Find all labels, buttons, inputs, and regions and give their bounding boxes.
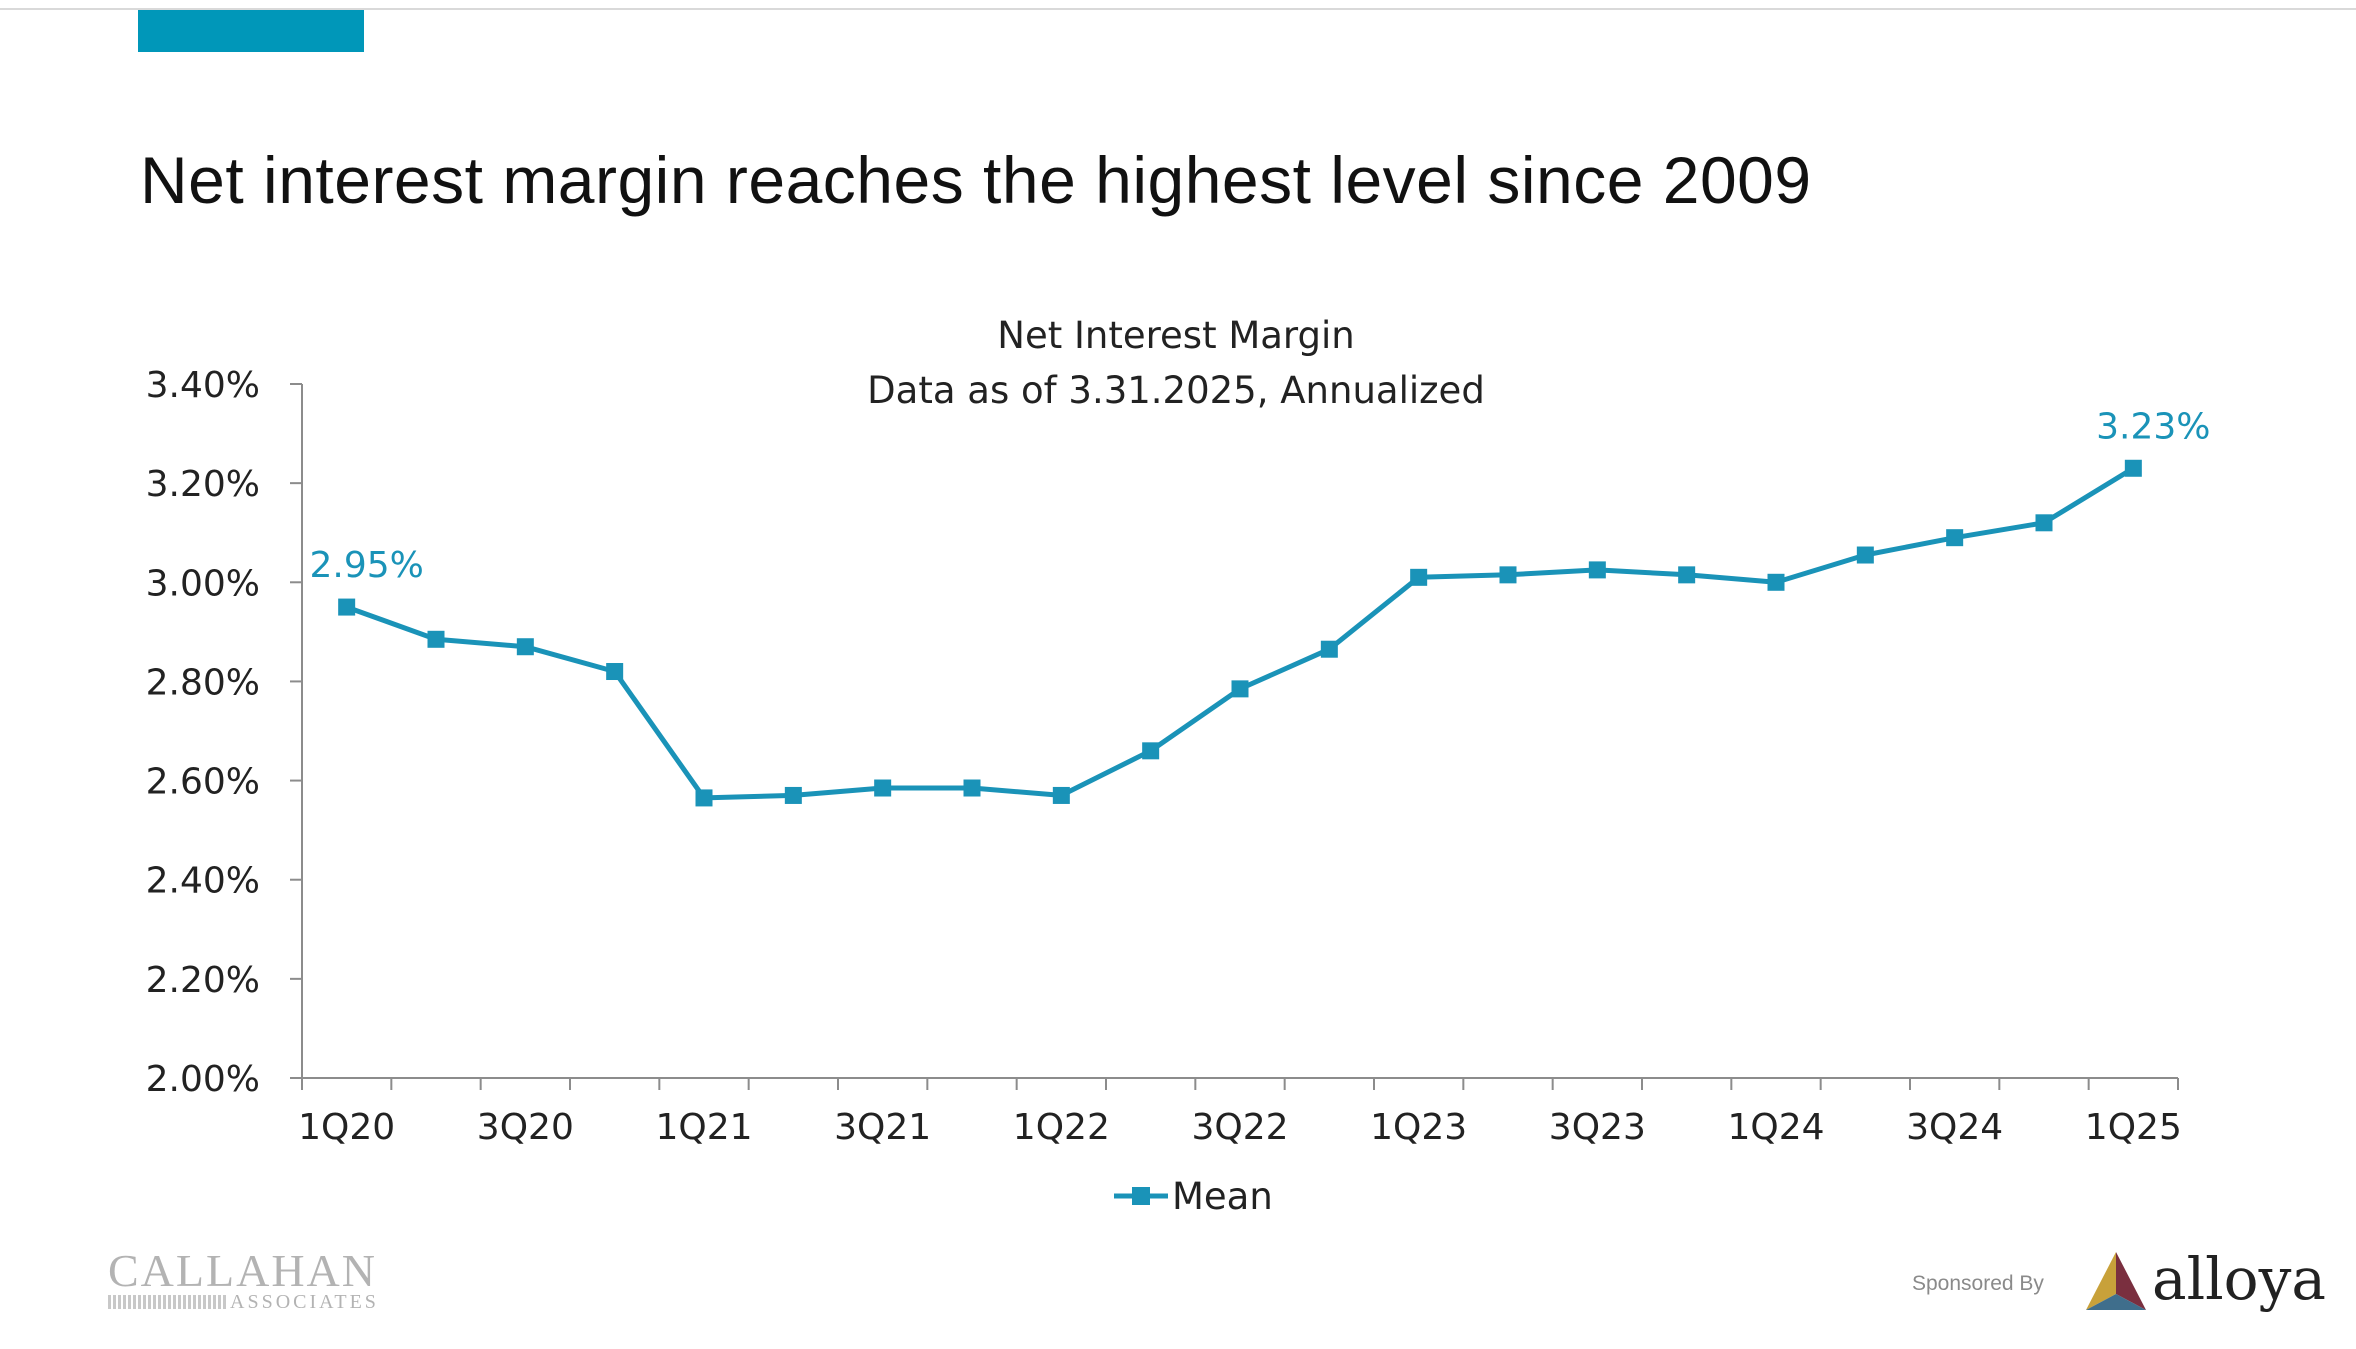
data-point-marker	[874, 779, 892, 797]
callahan-logo: CALLAHAN ASSOCIATES	[108, 1248, 398, 1312]
data-point-marker	[1856, 546, 1874, 564]
data-point-marker	[695, 789, 713, 807]
accent-bar	[138, 10, 364, 52]
x-tick-label: 1Q23	[1370, 1107, 1467, 1148]
x-tick-label: 3Q20	[477, 1107, 574, 1148]
chart-annotations: 2.95% 3.23%	[309, 406, 2210, 586]
y-tick-label: 3.20%	[146, 464, 260, 505]
y-tick-label: 2.20%	[146, 960, 260, 1001]
y-tick-label: 2.80%	[146, 662, 260, 703]
x-tick-label: 1Q25	[2085, 1107, 2182, 1148]
x-tick-label: 1Q20	[298, 1107, 395, 1148]
logo-stripe-icon	[108, 1295, 226, 1309]
callahan-logo-subtext: ASSOCIATES	[230, 1291, 379, 1313]
data-point-marker	[606, 663, 624, 681]
data-label: 2.95%	[309, 545, 423, 586]
data-point-marker	[1320, 640, 1338, 658]
x-tick-label: 3Q22	[1191, 1107, 1288, 1148]
x-tick-label: 1Q22	[1013, 1107, 1110, 1148]
data-point-marker	[1767, 573, 1785, 591]
x-tick-label: 3Q23	[1549, 1107, 1646, 1148]
data-label: 3.23%	[2096, 406, 2210, 447]
legend-label: Mean	[1172, 1175, 1273, 1218]
data-point-marker	[1142, 742, 1160, 760]
data-point-marker	[1588, 561, 1606, 579]
slide-title: Net interest margin reaches the highest …	[140, 143, 1812, 217]
data-point-marker	[2124, 459, 2142, 477]
callahan-logo-subline: ASSOCIATES	[108, 1292, 388, 1312]
y-tick-label: 3.00%	[146, 563, 260, 604]
x-tick-label: 3Q21	[834, 1107, 931, 1148]
legend-marker	[1132, 1187, 1150, 1205]
data-point-marker	[2035, 514, 2053, 532]
sponsor-label: Sponsored By	[1912, 1272, 2044, 1295]
y-tick-label: 3.40%	[146, 365, 260, 406]
callahan-logo-wordmark: CALLAHAN	[108, 1245, 377, 1296]
data-point-marker	[1946, 529, 1964, 547]
data-point-marker	[963, 779, 981, 797]
data-point-marker	[427, 630, 445, 648]
x-tick-label: 1Q21	[655, 1107, 752, 1148]
x-tick-label: 3Q24	[1906, 1107, 2003, 1148]
alloya-wordmark: alloya	[2152, 1245, 2326, 1313]
alloya-mark-icon	[2086, 1252, 2146, 1310]
series-line-mean	[345, 466, 2135, 801]
chart-legend: Mean	[1114, 1175, 1273, 1218]
x-tick-label: 1Q24	[1727, 1107, 1824, 1148]
top-divider	[0, 8, 2356, 10]
data-point-marker	[784, 786, 802, 804]
chart-title: Net Interest Margin	[997, 314, 1354, 357]
data-point-marker	[1499, 566, 1517, 584]
alloya-logo: alloya	[2084, 1248, 2334, 1318]
y-tick-label: 2.00%	[146, 1059, 260, 1100]
y-tick-label: 2.60%	[146, 762, 260, 803]
chart-subtitle: Data as of 3.31.2025, Annualized	[867, 369, 1485, 412]
chart-series	[338, 459, 2142, 807]
y-tick-label: 2.40%	[146, 861, 260, 902]
chart-axes: 2.00% 2.20% 2.40% 2.60% 2.80% 3.00% 3.20% 3.40%…	[146, 365, 2182, 1148]
data-point-marker	[516, 638, 534, 656]
data-point-marker	[338, 598, 356, 616]
data-point-marker	[1410, 568, 1428, 586]
data-point-marker	[1052, 786, 1070, 804]
data-point-marker	[1678, 566, 1696, 584]
data-point-marker	[1231, 680, 1249, 698]
